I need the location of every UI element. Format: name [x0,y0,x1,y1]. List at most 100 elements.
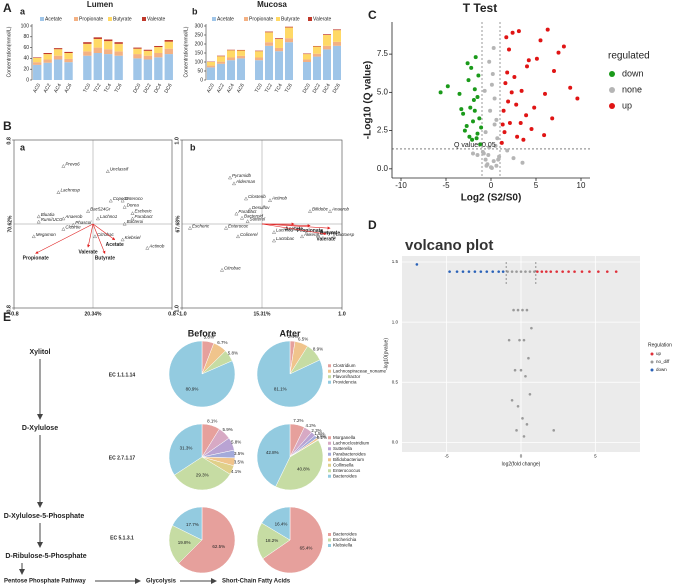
y-tick-label: 0.5 [392,379,399,384]
bar-segment [227,60,235,80]
x-tick-label: AC2 [216,82,226,94]
panel-label: D [368,218,377,232]
x-axis-label: 20.34% [85,311,103,317]
point [483,130,488,135]
chart-title: Mucosa [257,0,287,9]
point [36,214,41,219]
y-axis-label: 70.62% [7,215,13,233]
point [461,111,466,116]
point-label: Lachno1 [276,228,294,233]
pie-slice [261,506,291,541]
bar-segment [217,56,225,62]
slice-label: 4.1% [231,469,241,474]
point [188,225,192,230]
bar-segment [114,51,123,56]
point [489,166,494,171]
point [502,130,507,135]
point [234,211,239,216]
point-label: Prevotel [320,230,338,235]
bar-segment [154,57,163,80]
y-tick-label: 100 [21,23,30,29]
bar-segment [303,62,311,80]
legend-label: Propionate [79,16,103,22]
bar-segment [217,61,225,64]
pie-slice [168,340,236,408]
point [332,234,336,239]
point-label: Enterococ [228,223,249,228]
y-tick-label: 1.0 [392,319,399,324]
bar-segment [275,38,283,48]
point [108,198,113,203]
point [122,221,127,226]
point [588,270,591,273]
point-label: Bacteroi [127,219,145,224]
point [461,270,465,273]
legend-label: Bacteroides [333,532,358,537]
point [31,234,36,239]
point-label: Anaerob [331,207,350,212]
legend-label: Butyrate [281,16,300,22]
legend-title: Regulation [648,342,672,348]
step: Xylitol [29,349,50,356]
point [236,234,240,239]
legend-label: Klebsiella [333,543,353,548]
bar-segment [53,59,63,80]
pie-slice [178,506,236,574]
bar-segment [303,54,311,60]
point [543,91,547,96]
point [538,38,543,43]
legend-swatch [328,375,331,379]
legend-label: Escherichia [333,537,357,542]
legend-label: Valerate [147,16,165,22]
point-label: Copec3 [113,196,129,201]
x-tick-label: AC4 [53,82,63,94]
loading-arrow [92,223,106,254]
point [244,196,248,201]
point [525,308,529,312]
bar-segment [143,55,153,60]
bar-segment [285,26,293,28]
arrow-label: Valerate [78,249,97,255]
slice-label: 1.0% [316,434,326,439]
bar-segment [333,29,341,31]
legend-swatch [328,452,331,456]
slice-label: 65.4% [300,546,313,551]
slice-label: 17.7% [186,522,199,527]
point [248,207,252,212]
legend-label: Lachnospiraceae_noname [333,368,387,373]
point-label: Desulfov [252,205,270,210]
point [552,429,556,432]
y-tick-label: 80 [23,34,29,40]
x-tick-label: TC2 [93,82,103,93]
point [466,78,471,83]
point-label: Actinob [271,196,288,201]
point [525,64,529,69]
y-tick-label: -0.8 [6,305,12,314]
legend-swatch [328,380,331,384]
bar-segment [164,40,173,42]
point [492,96,497,101]
point [597,270,600,273]
point [526,58,531,63]
point [507,47,511,52]
point-label: Escheric [192,223,210,228]
legend-marker [609,71,615,77]
slice-label: 8.9% [313,347,323,352]
point [519,88,524,93]
point [513,368,517,372]
point [515,270,518,273]
bar-segment [83,55,92,80]
bar-segment [33,57,42,58]
bar-segment [313,56,321,80]
point-label: Actinob [148,243,165,248]
point-label: Kiebsiel [125,235,142,240]
legend-marker [609,103,615,109]
bar-segment [323,35,331,46]
point [519,368,523,372]
point [522,338,526,342]
point-label: Unclassif [110,167,129,172]
point [522,435,526,438]
point-label: Citrobac [97,232,115,237]
bar-segment [303,53,311,55]
